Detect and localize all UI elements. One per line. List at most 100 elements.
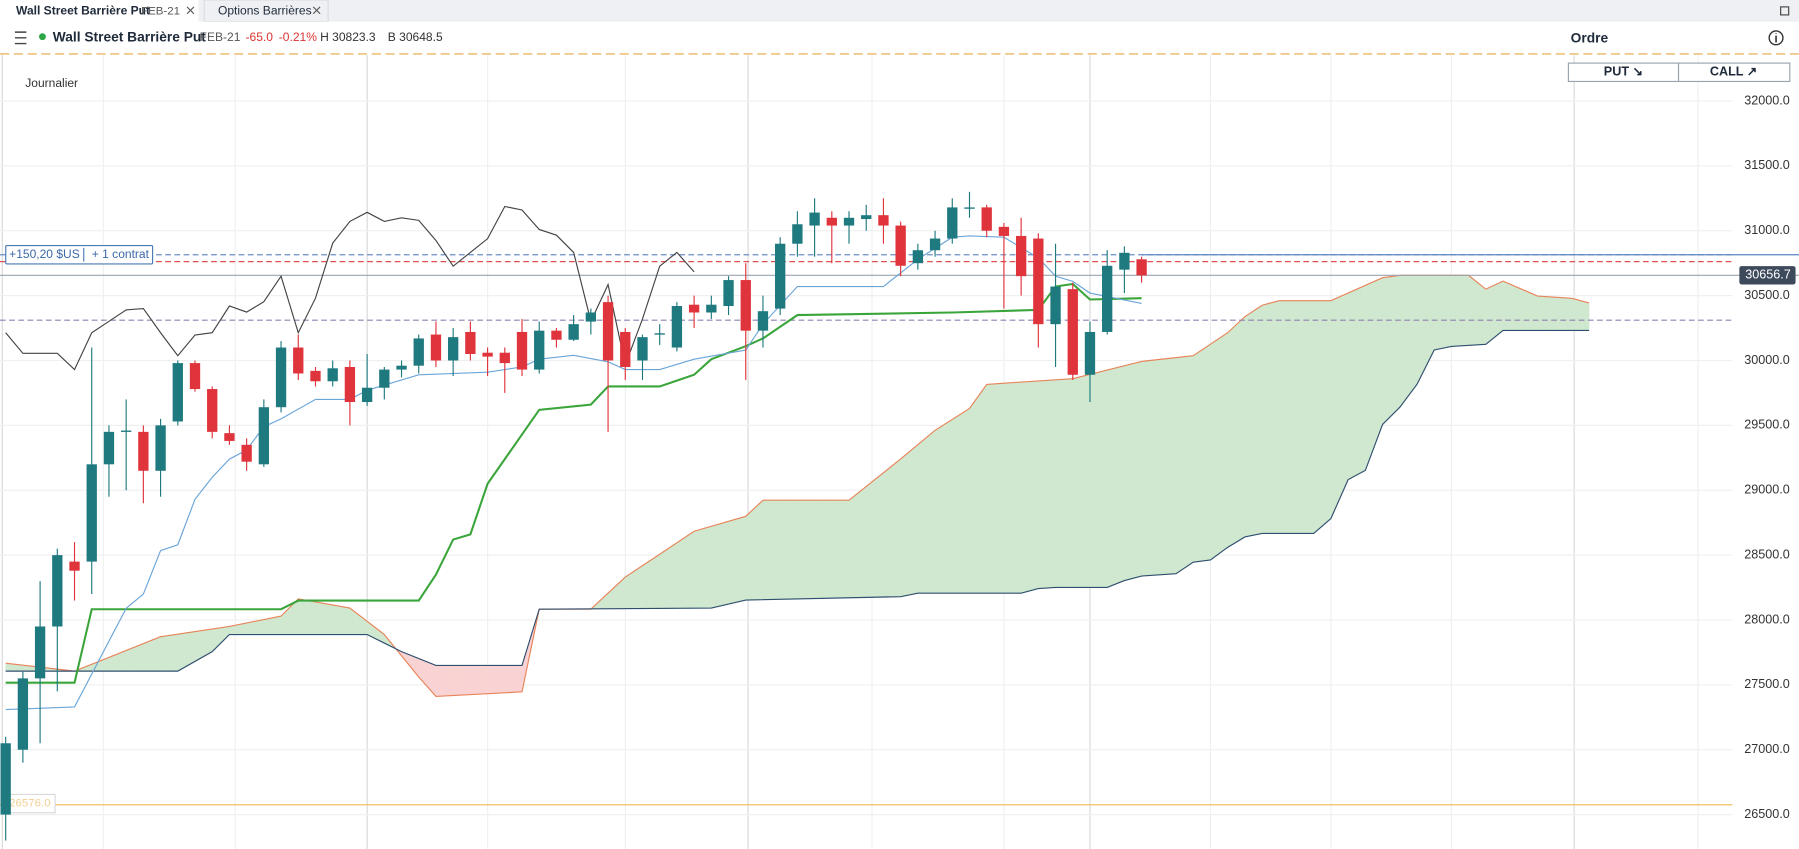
cloud-fill — [620, 576, 626, 609]
cloud-fill — [121, 650, 127, 672]
instrument: Wall Street Barrière Put — [53, 30, 207, 45]
cloud-fill — [1563, 297, 1568, 331]
cloud-fill — [655, 553, 660, 609]
expiry: FEB-21 — [200, 30, 241, 44]
cloud-fill — [1554, 296, 1560, 331]
cloud-fill — [1068, 378, 1073, 588]
cloud-fill — [934, 427, 940, 594]
tab-title: Wall Street Barrière Put — [16, 4, 150, 18]
candle-body — [120, 430, 132, 432]
cloud-fill — [784, 500, 790, 600]
cloud-fill — [138, 643, 144, 672]
cloud-fill — [302, 599, 308, 635]
last-price-label: 30656.7 — [1745, 268, 1791, 282]
cloud-fill — [1429, 275, 1435, 359]
order-button[interactable]: Ordre — [1571, 31, 1609, 46]
position-size: + 1 contrat — [92, 247, 150, 261]
cloud-fill — [1464, 275, 1469, 346]
cloud-fill — [668, 545, 673, 609]
candle-body — [379, 369, 390, 388]
tab-close[interactable] — [186, 6, 195, 15]
cloud-fill — [646, 559, 652, 609]
cloud-fill — [1210, 340, 1215, 561]
candle-body — [809, 212, 820, 226]
call-button[interactable] — [1677, 62, 1791, 83]
cloud-fill — [1541, 296, 1547, 331]
candle-body — [207, 389, 218, 432]
cloud-fill — [732, 518, 738, 604]
cloud-fill — [160, 635, 166, 672]
active-tab[interactable] — [0, 0, 199, 22]
cloud-fill — [1244, 313, 1250, 538]
y-tick-label: 28000.0 — [1744, 612, 1790, 626]
candle-body — [430, 334, 442, 361]
y-tick-label: 27500.0 — [1744, 677, 1790, 691]
cloud-fill — [1197, 349, 1203, 562]
cloud-fill — [1498, 280, 1504, 335]
candle-body — [327, 368, 338, 382]
cloud-fill — [1468, 274, 1474, 346]
cloud-fill — [168, 634, 174, 672]
cloud-fill — [1369, 281, 1375, 459]
cloud-fill — [810, 500, 815, 599]
menu-icon[interactable] — [14, 31, 27, 45]
cloud-fill — [293, 598, 299, 635]
y-tick-label: 27000.0 — [1744, 742, 1790, 756]
cloud-fill — [1481, 285, 1487, 345]
cloud-fill — [956, 413, 962, 594]
timeframe: Journalier — [25, 76, 78, 90]
cloud-fill — [517, 665, 523, 693]
candle-body — [1015, 235, 1027, 277]
cloud-fill — [1528, 291, 1534, 331]
cloud-fill — [181, 632, 187, 670]
change: -65.0 — [246, 30, 274, 44]
cloud-fill — [1266, 302, 1271, 534]
candle-body — [482, 352, 493, 357]
y-tick-label: 28500.0 — [1744, 547, 1790, 561]
cloud-fill — [1128, 363, 1134, 580]
cloud-fill — [1145, 360, 1151, 576]
cloud-fill — [478, 665, 484, 695]
cloud-fill — [448, 665, 454, 696]
cloud-fill — [1085, 374, 1091, 588]
y-tick-label: 30000.0 — [1744, 353, 1790, 367]
cloud-fill — [1343, 292, 1349, 490]
candle-body — [534, 330, 545, 370]
candle-body — [396, 365, 407, 370]
level-label: 26576.0 — [9, 798, 50, 810]
tab-close[interactable] — [312, 6, 321, 15]
info-icon[interactable] — [1768, 30, 1784, 46]
cloud-fill — [921, 436, 927, 594]
candle-body — [895, 225, 906, 266]
cloud-fill — [865, 482, 871, 598]
cloud-fill — [1567, 297, 1573, 331]
y-tick-label: 26500.0 — [1744, 807, 1790, 821]
cloud-fill — [1507, 282, 1512, 331]
candle-body — [826, 217, 837, 226]
cloud-fill — [1055, 379, 1061, 588]
cloud-fill — [745, 511, 751, 601]
cloud-fill — [504, 665, 510, 694]
cloud-fill — [1378, 277, 1383, 437]
cloud-fill — [1433, 275, 1439, 351]
candle-body — [224, 433, 235, 441]
cloud-fill — [1106, 368, 1112, 588]
candle-body — [241, 444, 252, 462]
cloud-fill — [633, 568, 639, 609]
cloud-fill — [964, 408, 970, 594]
candle-body — [878, 215, 889, 226]
candle-body — [1084, 331, 1096, 375]
cloud-fill — [719, 522, 725, 607]
cloud-fill — [1537, 295, 1542, 331]
cloud-fill — [1489, 284, 1495, 342]
candle-body — [189, 363, 201, 390]
high: H 30823.3 — [320, 30, 376, 44]
window-icon[interactable] — [1780, 6, 1790, 16]
cloud-fill — [952, 416, 957, 594]
cloud-fill — [930, 429, 936, 594]
cloud-fill — [1033, 380, 1039, 591]
cloud-fill — [444, 665, 450, 697]
cloud-fill — [108, 655, 114, 672]
candle-body — [740, 280, 751, 331]
